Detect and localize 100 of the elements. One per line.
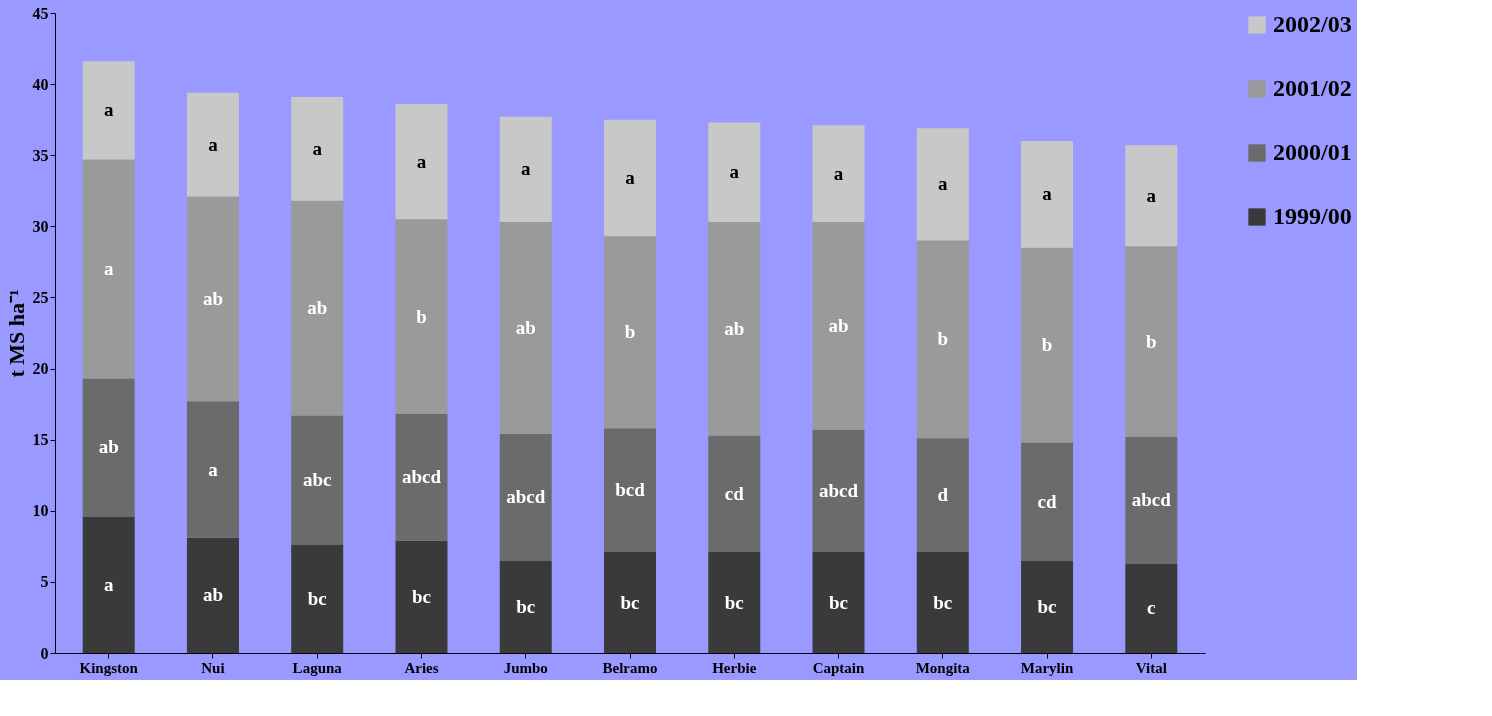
data-label: bc bbox=[724, 591, 744, 613]
bar bbox=[1125, 436, 1178, 564]
bar bbox=[916, 552, 969, 653]
bar bbox=[82, 378, 135, 517]
bar bbox=[82, 516, 135, 653]
bar bbox=[916, 240, 969, 439]
data-label: bc bbox=[516, 595, 536, 617]
data-label: cd bbox=[1037, 490, 1057, 512]
data-label: a bbox=[729, 161, 740, 183]
x-tick-label: Belramo bbox=[602, 659, 658, 676]
data-label: a bbox=[833, 162, 844, 184]
data-label: b bbox=[416, 305, 427, 327]
bar bbox=[604, 552, 656, 653]
data-label: bc bbox=[933, 591, 953, 613]
bar bbox=[916, 128, 969, 241]
bar bbox=[186, 92, 239, 197]
data-label: a bbox=[103, 99, 114, 121]
bar bbox=[395, 104, 448, 220]
legend-label: 2001/02 bbox=[1273, 75, 1352, 101]
bar bbox=[1021, 560, 1074, 653]
bar bbox=[1125, 246, 1178, 437]
data-label: a bbox=[208, 133, 219, 155]
data-label: d bbox=[937, 484, 949, 506]
data-label: a bbox=[520, 158, 531, 180]
data-label: bc bbox=[620, 591, 640, 613]
y-tick-label: 5 bbox=[40, 573, 49, 591]
data-label: ab bbox=[724, 317, 745, 339]
data-label: a bbox=[1146, 184, 1157, 206]
data-label: abcd bbox=[401, 466, 442, 488]
y-tick-label: 40 bbox=[32, 75, 49, 93]
bar bbox=[812, 552, 865, 653]
data-label: cd bbox=[724, 482, 745, 504]
data-label: a bbox=[208, 458, 219, 480]
x-tick-label: Aries bbox=[404, 659, 439, 676]
bar bbox=[1021, 141, 1074, 248]
data-label: b bbox=[937, 328, 949, 350]
data-label: abcd bbox=[818, 479, 859, 501]
bar bbox=[604, 236, 656, 429]
data-label: abc bbox=[302, 469, 332, 491]
data-label: ab bbox=[98, 436, 119, 458]
bar bbox=[291, 544, 344, 653]
y-axis-title: t MS ha⁻¹ bbox=[3, 289, 29, 378]
bar bbox=[291, 96, 344, 201]
bar bbox=[395, 414, 448, 541]
bar bbox=[291, 415, 344, 545]
bar bbox=[708, 122, 761, 223]
x-tick-label: Jumbo bbox=[503, 659, 548, 676]
data-label: ab bbox=[828, 314, 849, 336]
x-tick-label: Vital bbox=[1135, 659, 1167, 676]
data-label: a bbox=[103, 258, 114, 279]
bar bbox=[708, 552, 761, 653]
x-tick-label: Captain bbox=[812, 659, 866, 676]
data-label: c bbox=[1147, 597, 1156, 619]
bar bbox=[82, 159, 135, 379]
bar bbox=[186, 401, 239, 538]
data-label: bc bbox=[307, 587, 327, 609]
x-tick-label: Mongita bbox=[915, 659, 971, 676]
data-label: abcd bbox=[1131, 489, 1172, 511]
bar bbox=[499, 433, 552, 561]
bar bbox=[186, 537, 239, 653]
y-tick-label: 35 bbox=[32, 146, 49, 164]
y-tick-label: 30 bbox=[32, 217, 49, 235]
x-tick-label: Herbie bbox=[712, 659, 757, 676]
bar bbox=[604, 428, 656, 553]
y-tick-label: 25 bbox=[32, 288, 49, 306]
x-tick-label: Kingston bbox=[79, 659, 139, 676]
data-label: bc bbox=[411, 585, 431, 607]
data-label: abcd bbox=[506, 486, 546, 508]
bar bbox=[499, 560, 552, 653]
data-label: b bbox=[1041, 334, 1053, 356]
data-label: bc bbox=[1037, 595, 1057, 617]
bar bbox=[812, 125, 865, 223]
data-label: b bbox=[1146, 330, 1157, 352]
bar bbox=[1021, 442, 1074, 561]
data-label: a bbox=[625, 166, 636, 188]
data-label: b bbox=[624, 321, 636, 343]
bar bbox=[708, 435, 761, 553]
y-tick-label: 20 bbox=[32, 360, 49, 378]
data-label: a bbox=[103, 573, 114, 595]
legend-label: 1999/00 bbox=[1273, 203, 1352, 229]
bar bbox=[708, 222, 761, 436]
data-label: a bbox=[312, 137, 323, 159]
bar bbox=[395, 219, 448, 415]
legend-label: 2002/03 bbox=[1273, 11, 1352, 37]
bar bbox=[291, 200, 344, 416]
bar bbox=[499, 222, 552, 434]
x-tick-label: Laguna bbox=[292, 659, 343, 676]
legend-label: 2000/01 bbox=[1273, 139, 1352, 165]
data-label: bc bbox=[829, 591, 849, 613]
data-label: ab bbox=[307, 297, 328, 319]
bar bbox=[812, 429, 865, 553]
bar bbox=[395, 540, 448, 653]
data-label: a bbox=[1042, 183, 1053, 205]
y-tick-label: 45 bbox=[32, 4, 49, 22]
bar bbox=[812, 222, 865, 430]
data-label: ab bbox=[202, 287, 223, 309]
data-label: a bbox=[938, 173, 949, 195]
x-tick-label: Nui bbox=[201, 659, 225, 676]
bar bbox=[1125, 563, 1178, 653]
y-tick-label: 0 bbox=[40, 644, 49, 662]
